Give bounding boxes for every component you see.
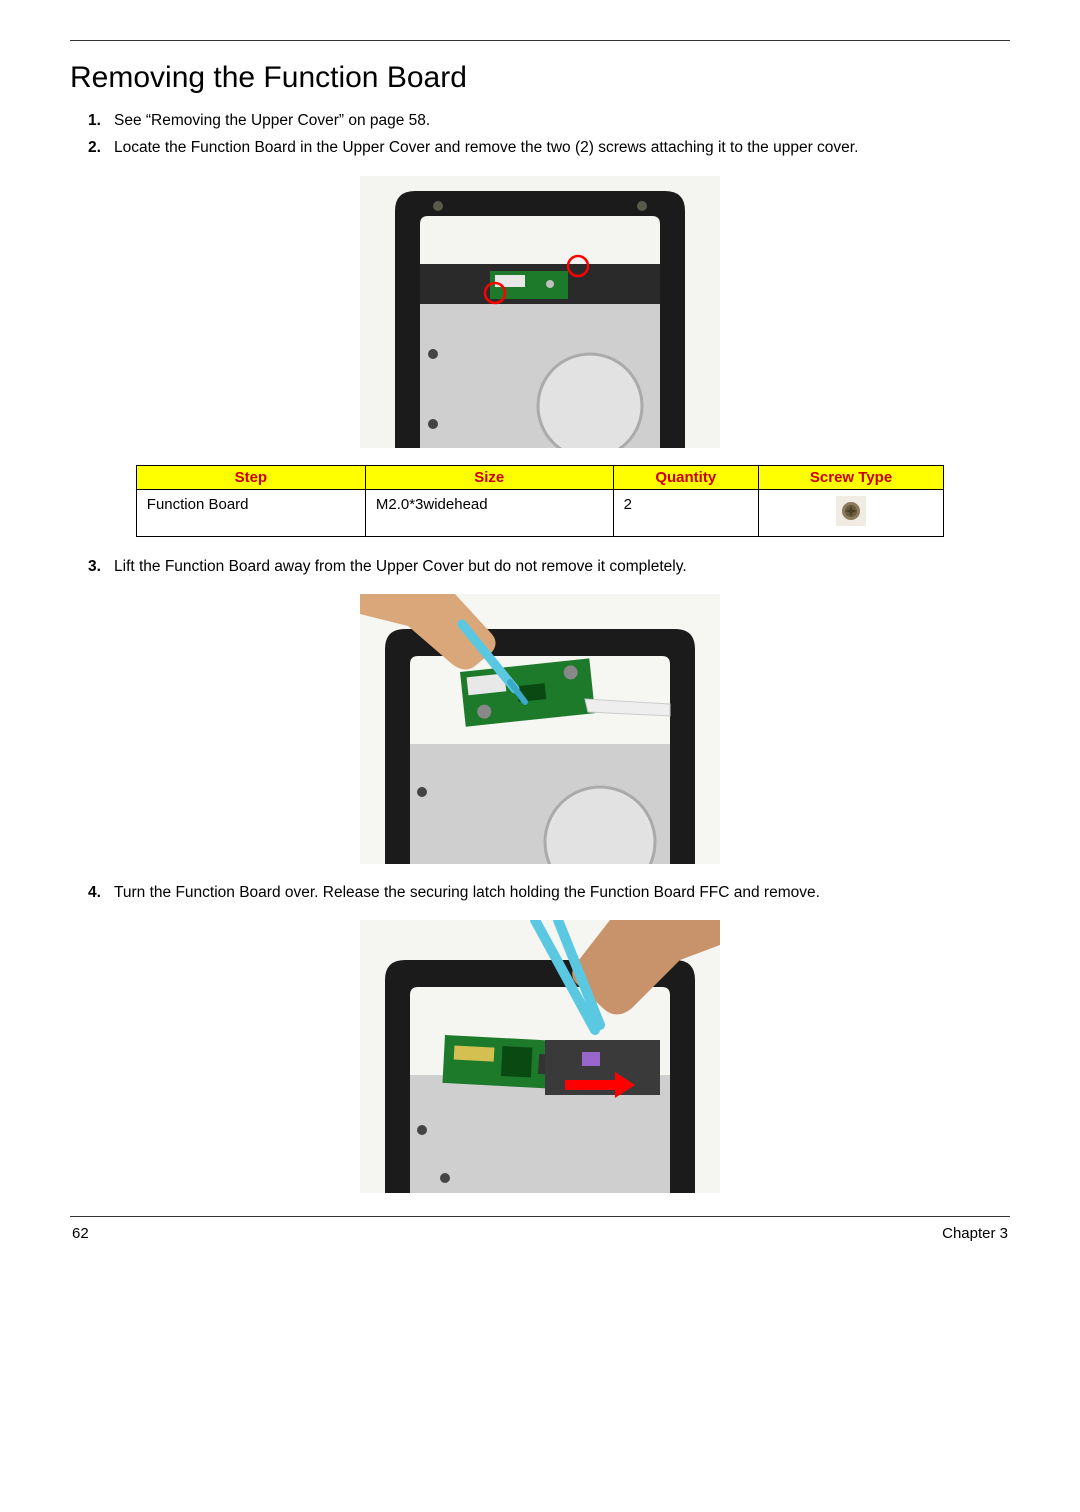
step-1: 1. See “Removing the Upper Cover” on pag…	[94, 109, 1010, 132]
step-3: 3. Lift the Function Board away from the…	[70, 555, 1010, 578]
chapter-label: Chapter 3	[942, 1225, 1008, 1242]
step-4: 4. Turn the Function Board over. Release…	[70, 881, 1010, 904]
top-rule	[70, 40, 1010, 41]
step-3-num: 3.	[88, 555, 101, 578]
steps-list-top: 1. See “Removing the Upper Cover” on pag…	[70, 109, 1010, 160]
td-step: Function Board	[136, 489, 365, 536]
figure-1	[70, 176, 1010, 453]
td-screw-type	[758, 489, 943, 536]
table-row: Function Board M2.0*3widehead 2	[136, 489, 943, 536]
step-1-num: 1.	[88, 109, 101, 132]
bottom-rule	[70, 1216, 1010, 1217]
step-2-num: 2.	[88, 136, 101, 159]
step-3-text: Lift the Function Board away from the Up…	[114, 558, 687, 575]
step-1-text: See “Removing the Upper Cover” on page 5…	[114, 112, 430, 129]
step-2-text: Locate the Function Board in the Upper C…	[114, 139, 858, 156]
page-title: Removing the Function Board	[70, 61, 1010, 95]
td-size: M2.0*3widehead	[365, 489, 613, 536]
td-quantity: 2	[613, 489, 758, 536]
step-2: 2. Locate the Function Board in the Uppe…	[94, 136, 1010, 159]
th-size: Size	[365, 465, 613, 489]
th-step: Step	[136, 465, 365, 489]
screw-table: Step Size Quantity Screw Type Function B…	[136, 465, 944, 537]
screw-icon	[836, 496, 866, 526]
step-4-text: Turn the Function Board over. Release th…	[114, 884, 820, 901]
figure-2	[70, 594, 1010, 869]
figure-3	[70, 920, 1010, 1198]
page-footer: 62 Chapter 3	[70, 1225, 1010, 1242]
th-quantity: Quantity	[613, 465, 758, 489]
page-number: 62	[72, 1225, 89, 1242]
step-4-num: 4.	[88, 881, 101, 904]
th-screw-type: Screw Type	[758, 465, 943, 489]
